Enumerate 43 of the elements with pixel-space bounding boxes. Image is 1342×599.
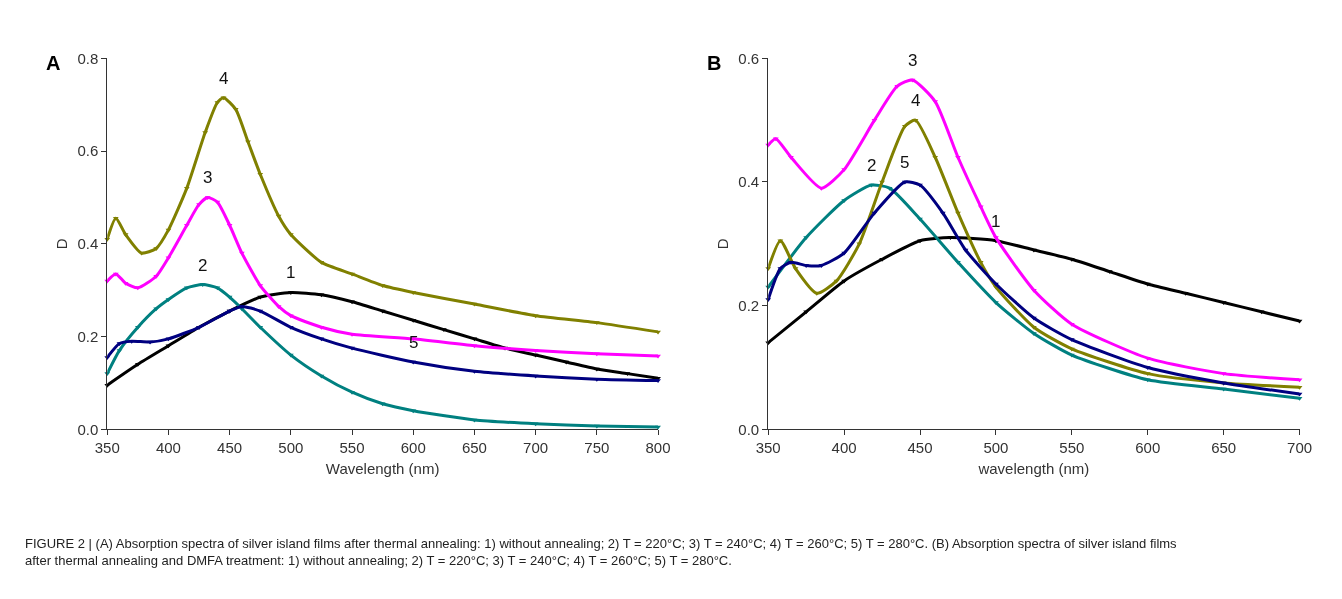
annotation: 1 <box>991 212 1001 231</box>
annotation: 5 <box>900 153 910 172</box>
y-tick-label: 0.2 <box>77 327 99 345</box>
y-axis-title: D <box>52 238 70 250</box>
chart-title: A <box>46 52 61 74</box>
y-tick-label: 0.0 <box>77 420 99 438</box>
chart-title: B <box>707 52 722 74</box>
annotation: 3 <box>908 51 918 70</box>
x-tick-label: 500 <box>278 439 304 457</box>
x-tick-label: 700 <box>1287 439 1313 457</box>
x-tick-label: 650 <box>461 439 487 457</box>
x-tick-label: 750 <box>584 439 610 457</box>
x-tick-label: 400 <box>831 439 857 457</box>
y-tick-label: 0.6 <box>77 142 99 160</box>
annotation: 3 <box>203 168 213 187</box>
x-tick-label: 500 <box>983 439 1009 457</box>
annotation: 2 <box>198 256 208 275</box>
x-tick-label: 350 <box>755 439 781 457</box>
caption: FIGURE 2 | (A) Absorption spectra of silver island films after thermal annealing: 1) without annealing; 2) T = 220°C; 3) T = 240°C; 4) T = 260°C; 5) T = 280°C. (B) Absorption spectra of silver island films after thermal annealing and DMFA treatment: 1) without annealing; 2) T = 220°C; 3) T = 240°C; 4) T = 260°C; 5) T = 280°C. <box>25 536 1178 568</box>
x-tick-label: 400 <box>155 439 181 457</box>
y-tick-label: 0.6 <box>738 49 760 67</box>
x-axis-title: wavelength (nm) <box>977 460 1090 478</box>
x-tick-label: 700 <box>523 439 549 457</box>
x-tick-label: 800 <box>645 439 671 457</box>
x-tick-label: 350 <box>94 439 120 457</box>
y-tick-label: 0.0 <box>738 420 760 438</box>
y-tick-label: 0.4 <box>738 173 760 191</box>
y-axis-title: D <box>713 238 731 250</box>
y-tick-label: 0.8 <box>77 49 99 67</box>
x-tick-label: 600 <box>1135 439 1161 457</box>
annotation: 4 <box>911 91 921 110</box>
x-tick-label: 550 <box>1059 439 1085 457</box>
x-tick-label: 650 <box>1211 439 1237 457</box>
annotation: 1 <box>286 263 296 282</box>
x-tick-label: 550 <box>339 439 365 457</box>
annotation: 4 <box>219 69 229 88</box>
x-tick-label: 450 <box>217 439 243 457</box>
y-tick-label: 0.4 <box>77 235 99 253</box>
x-tick-label: 600 <box>400 439 426 457</box>
x-axis-title: Wavelength (nm) <box>325 460 440 478</box>
x-tick-label: 450 <box>907 439 933 457</box>
y-tick-label: 0.2 <box>738 296 760 314</box>
annotation: 2 <box>867 156 877 175</box>
